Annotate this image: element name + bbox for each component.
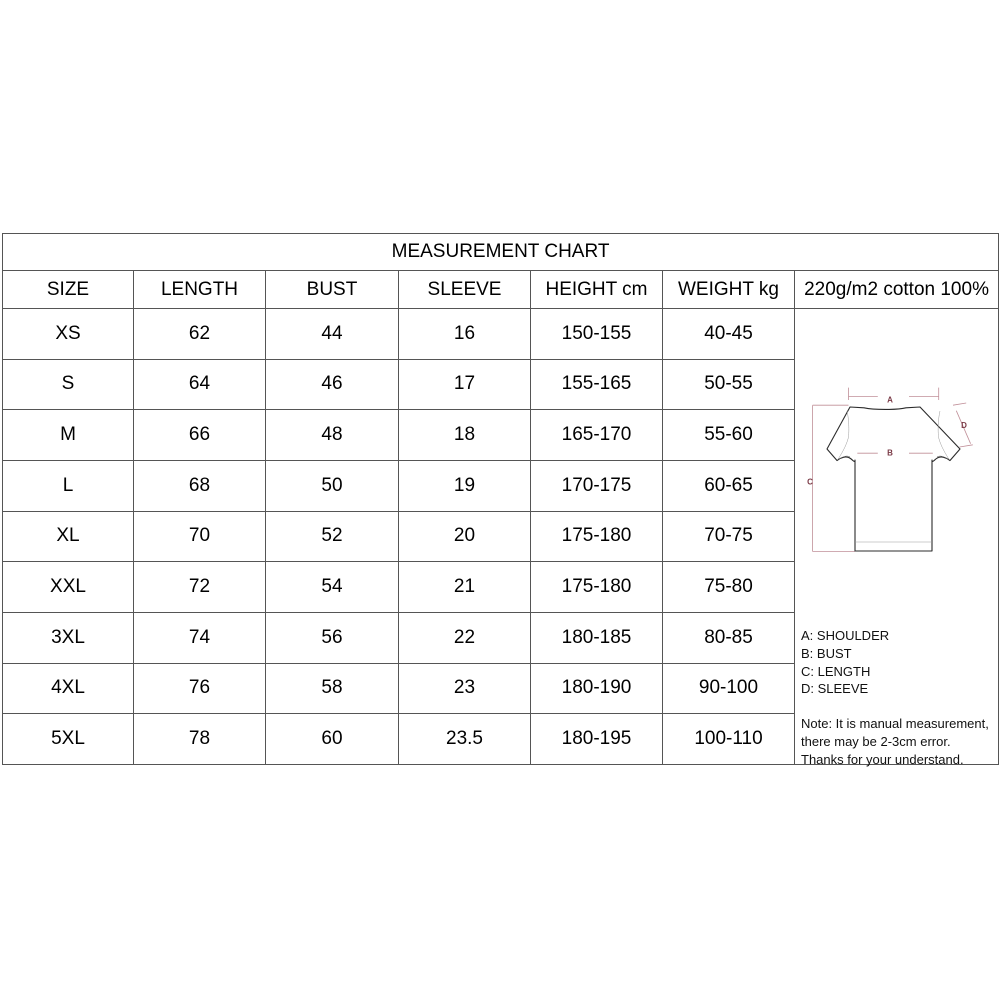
svg-text:D: D bbox=[961, 421, 967, 430]
svg-text:C: C bbox=[807, 477, 813, 486]
svg-text:B: B bbox=[887, 448, 893, 457]
svg-text:A: A bbox=[887, 395, 893, 404]
